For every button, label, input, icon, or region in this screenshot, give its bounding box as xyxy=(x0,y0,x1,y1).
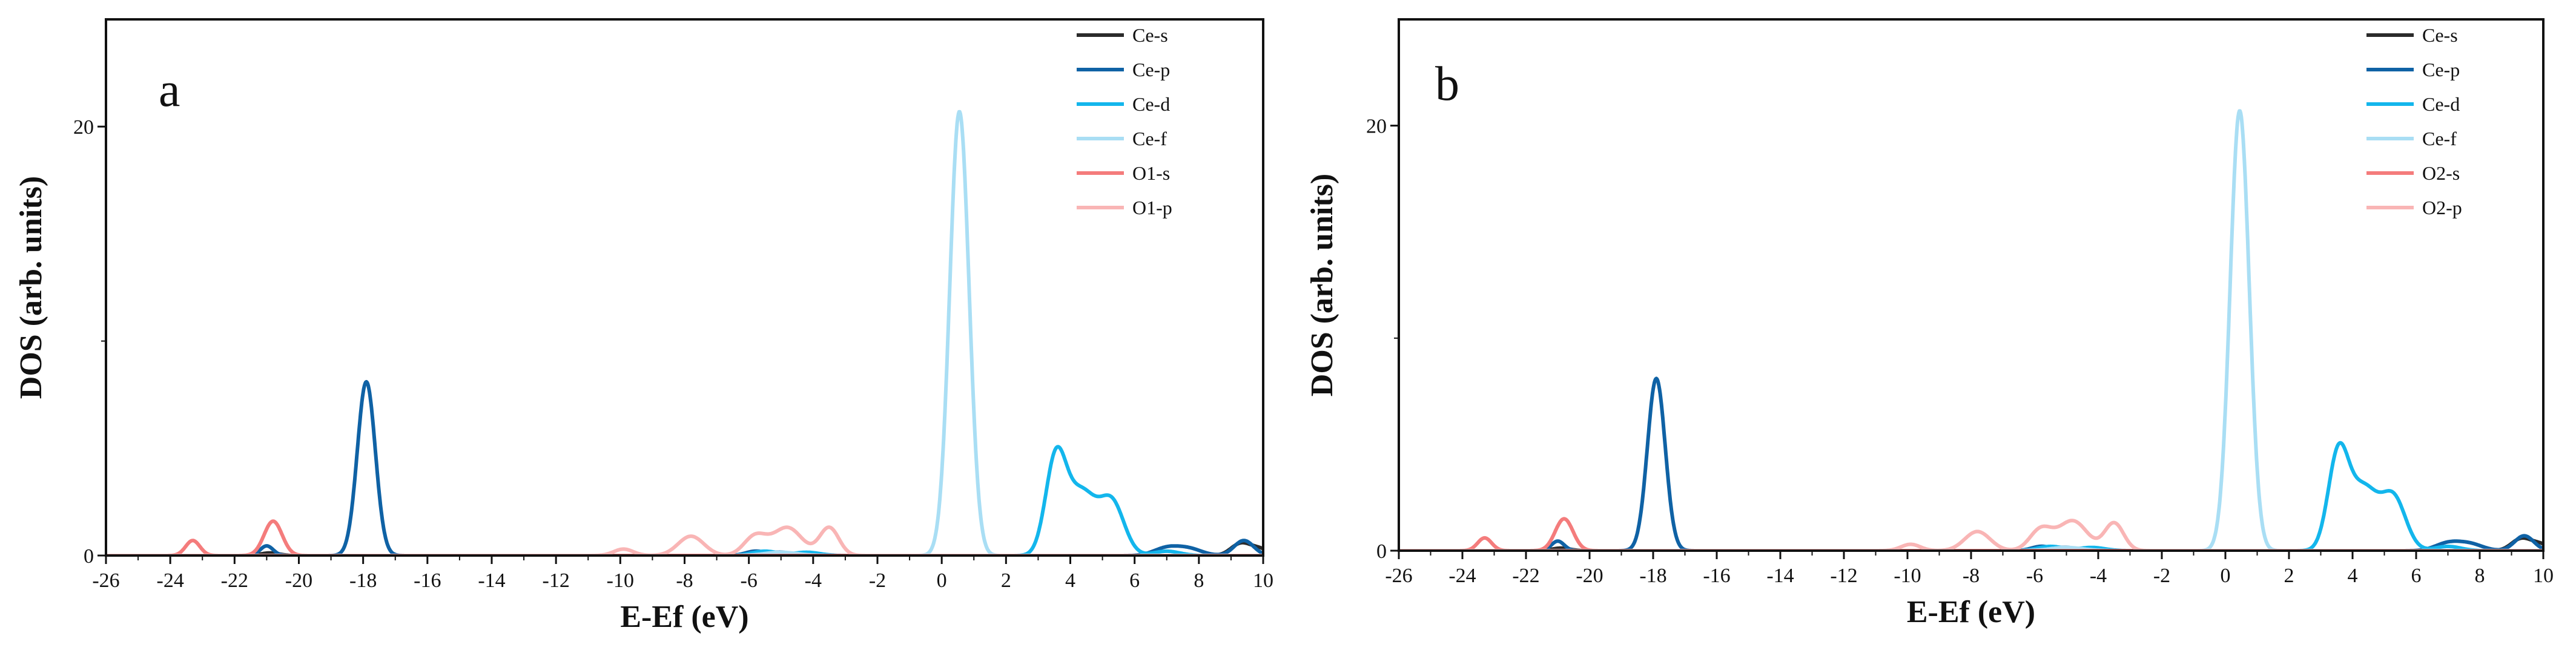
series-line-o1-p xyxy=(106,525,1263,556)
x-axis-title: E-Ef (eV) xyxy=(1907,595,2035,629)
chart-panel-b: -26 -24 -22 -20 -18 -16 -14 -12 -10 -8 -6 -4 -2 0 2 4 6 8… xyxy=(1305,18,2554,629)
legend-label: Ce-d xyxy=(1132,93,1170,115)
legend-label: Ce-d xyxy=(2422,93,2460,115)
panel-label: b xyxy=(1435,57,1459,111)
x-tick-label: 6 xyxy=(1129,569,1140,592)
plot-frame xyxy=(105,18,1264,557)
x-tick-label: -22 xyxy=(221,569,248,592)
x-tick-label: -20 xyxy=(1576,565,1603,587)
x-tick-label: -10 xyxy=(607,569,634,592)
x-tick-label: 0 xyxy=(2221,565,2231,587)
legend-label: Ce-s xyxy=(2422,24,2458,46)
x-tick-label: -2 xyxy=(869,569,886,592)
x-tick-label: -8 xyxy=(676,569,693,592)
x-tick-label: -8 xyxy=(1963,565,1980,587)
x-tick-label: -24 xyxy=(157,569,184,592)
legend-label: O1-s xyxy=(1132,162,1170,184)
panel-label: a xyxy=(159,64,180,117)
legend-label: O2-s xyxy=(2422,162,2460,184)
y-axis-title: DOS (arb. units) xyxy=(14,176,48,399)
x-tick-label: -26 xyxy=(92,569,119,592)
x-tick-label: -20 xyxy=(285,569,312,592)
x-tick-label: 10 xyxy=(2533,565,2554,587)
y-axis-title: DOS (arb. units) xyxy=(1305,174,1339,396)
x-tick-label: -14 xyxy=(1766,565,1794,587)
legend-label: Ce-f xyxy=(1132,128,1167,149)
x-tick-label: 2 xyxy=(1001,569,1011,592)
x-tick-label: -18 xyxy=(349,569,377,592)
x-tick-label: 8 xyxy=(2475,565,2485,587)
x-tick-label: 4 xyxy=(2348,565,2358,587)
x-tick-label: -12 xyxy=(1830,565,1857,587)
legend: Ce-s Ce-p Ce-d Ce-f O2-s O2-p xyxy=(2366,24,2462,218)
x-tick-label: -10 xyxy=(1894,565,1921,587)
x-tick-label: -18 xyxy=(1639,565,1666,587)
x-tick-label: -22 xyxy=(1512,565,1539,587)
legend-label: Ce-s xyxy=(1132,24,1168,46)
x-tick-label: 10 xyxy=(1253,569,1273,592)
y-tick-label: 20 xyxy=(73,116,94,139)
x-tick-label: -6 xyxy=(2026,565,2043,587)
series-line-ce-d xyxy=(106,445,1263,556)
x-axis-title: E-Ef (eV) xyxy=(620,600,748,634)
y-tick-label: 20 xyxy=(1366,116,1387,138)
series-group xyxy=(106,110,1263,556)
legend-label: O1-p xyxy=(1132,197,1172,218)
x-tick-label: -16 xyxy=(414,569,441,592)
x-tick-label: -4 xyxy=(805,569,822,592)
series-line-ce-d xyxy=(1399,441,2543,551)
x-tick-label: -2 xyxy=(2153,565,2170,587)
legend-label: O2-p xyxy=(2422,197,2462,218)
x-tick-label: 2 xyxy=(2284,565,2294,587)
x-tick-label: 4 xyxy=(1065,569,1075,592)
x-tick-label: -24 xyxy=(1448,565,1476,587)
series-line-ce-f xyxy=(106,110,1263,556)
x-tick-label: -14 xyxy=(478,569,505,592)
chart-panel-a: -26 -24 -22 -20 -18 -16 -14 -12 -10 -8 -6 -4 -2 0 2 4 6 8… xyxy=(14,18,1273,634)
series-line-ce-f xyxy=(1399,109,2543,551)
series-group xyxy=(1399,109,2543,551)
x-tick-label: -26 xyxy=(1385,565,1412,587)
legend: Ce-s Ce-p Ce-d Ce-f O1-s O1-p xyxy=(1077,24,1172,218)
x-tick-label: -6 xyxy=(741,569,758,592)
x-tick-label: -16 xyxy=(1703,565,1730,587)
y-tick-label: 0 xyxy=(84,545,94,568)
series-line-o2-p xyxy=(1399,519,2543,551)
y-tick-label: 0 xyxy=(1376,540,1387,563)
legend-label: Ce-p xyxy=(1132,59,1170,80)
x-tick-label: 8 xyxy=(1194,569,1204,592)
x-tick-label: -4 xyxy=(2090,565,2107,587)
x-tick-label: 0 xyxy=(937,569,947,592)
legend-label: Ce-p xyxy=(2422,59,2460,80)
plot-frame xyxy=(1398,18,2545,552)
legend-label: Ce-f xyxy=(2422,128,2457,149)
x-tick-label: 6 xyxy=(2411,565,2422,587)
x-tick-label: -12 xyxy=(543,569,570,592)
